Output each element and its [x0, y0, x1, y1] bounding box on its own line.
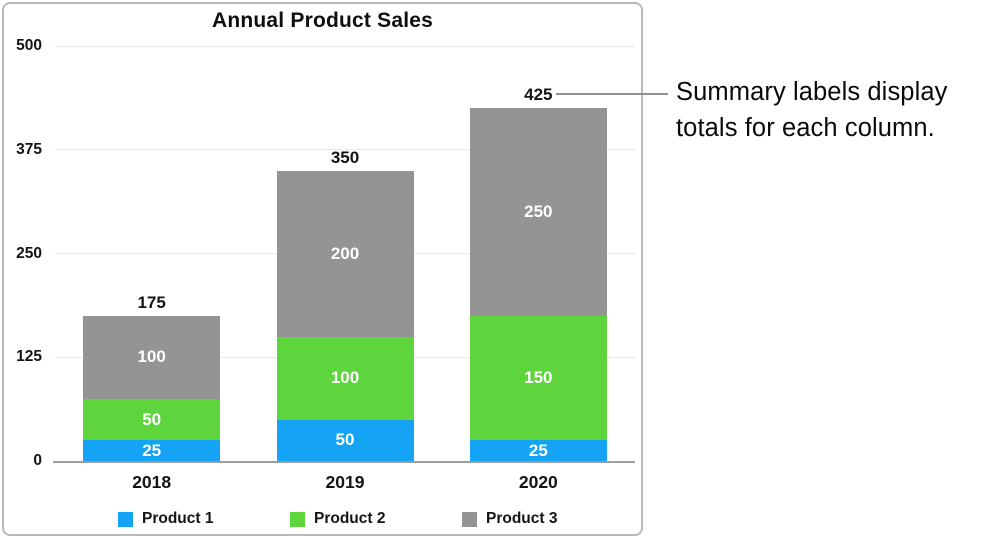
callout-text: Summary labels display totals for each c… [676, 74, 947, 146]
bar-value-label: 25 [142, 440, 162, 460]
bar-segment: 50 [83, 398, 221, 441]
legend-color-swatch [290, 512, 305, 527]
callout-connector-line [556, 93, 668, 95]
bar-value-label: 50 [142, 409, 162, 429]
y-axis-tick-label: 250 [16, 244, 42, 262]
bar-value-label: 100 [330, 368, 360, 387]
bar-segment: 25 [469, 440, 607, 461]
legend-label: Product 1 [142, 510, 214, 527]
x-axis-category-label: 2020 [518, 472, 558, 492]
y-axis-tick-label: 375 [16, 140, 42, 158]
x-axis-category-label: 2018 [132, 472, 172, 492]
column-total-label: 425 [524, 85, 553, 105]
column-total-label: 175 [137, 292, 166, 312]
legend-color-swatch [462, 512, 477, 527]
bar-value-label: 100 [137, 347, 166, 367]
bar-segment: 150 [469, 315, 607, 441]
bar-segment: 25 [83, 440, 221, 461]
bar-segment: 100 [276, 336, 414, 420]
legend-color-swatch [118, 512, 133, 527]
y-axis-tick-label: 500 [16, 37, 42, 54]
bar-value-label: 250 [524, 202, 553, 221]
column-total-label: 350 [330, 147, 360, 167]
bar-segment: 250 [469, 108, 607, 316]
legend-label: Product 2 [314, 510, 386, 527]
bar-segment: 50 [276, 419, 414, 461]
bar-value-label: 25 [528, 440, 548, 460]
gridline [55, 149, 635, 151]
bar-segment: 200 [276, 170, 414, 337]
y-axis-tick-label: 125 [16, 348, 42, 366]
callout-text-line: Summary labels display [676, 78, 948, 106]
callout-text-line: totals for each column. [676, 114, 935, 142]
legend-label: Product 3 [486, 510, 558, 527]
bar-segment: 100 [83, 315, 221, 399]
y-axis-tick-label: 0 [33, 452, 42, 469]
bar-value-label: 50 [335, 430, 355, 450]
gridline [55, 45, 635, 47]
x-axis-category-label: 2019 [325, 472, 365, 492]
bar-value-label: 200 [330, 243, 360, 263]
chart-title: Annual Product Sales [211, 9, 434, 32]
bar-value-label: 150 [524, 368, 553, 387]
x-axis-line [53, 461, 635, 463]
